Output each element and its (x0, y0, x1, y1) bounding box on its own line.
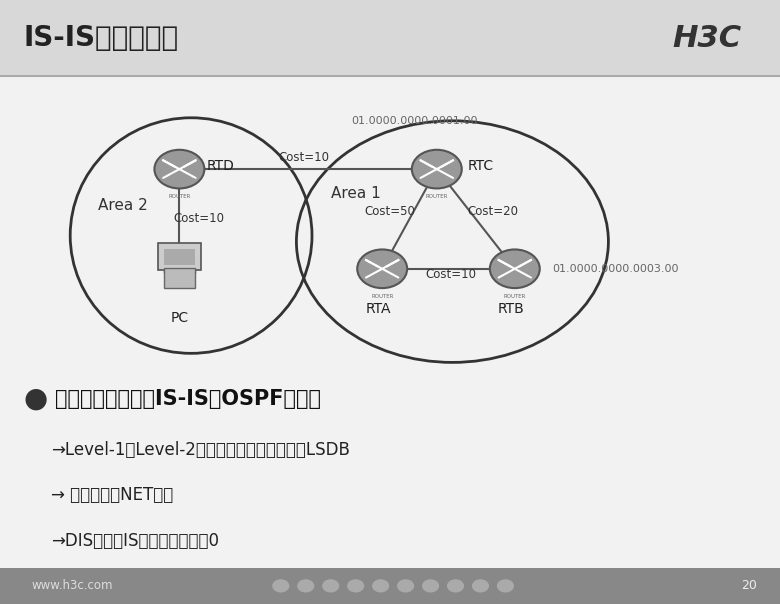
Circle shape (357, 249, 407, 288)
Text: ROUTER: ROUTER (504, 294, 526, 299)
Text: ROUTER: ROUTER (168, 194, 190, 199)
FancyBboxPatch shape (158, 243, 201, 270)
Text: ROUTER: ROUTER (371, 294, 393, 299)
FancyBboxPatch shape (165, 249, 195, 265)
FancyBboxPatch shape (0, 0, 780, 76)
Text: PC: PC (170, 311, 189, 325)
Text: ●: ● (23, 385, 48, 413)
Text: IS-IS的拓扑计算: IS-IS的拓扑计算 (23, 24, 179, 52)
Text: → 目的地址是NET地址: → 目的地址是NET地址 (51, 486, 173, 504)
Circle shape (447, 579, 464, 593)
Circle shape (490, 249, 540, 288)
FancyBboxPatch shape (0, 76, 780, 568)
Text: Cost=10: Cost=10 (425, 268, 477, 281)
Text: RTC: RTC (468, 159, 494, 173)
Text: RTD: RTD (207, 159, 235, 173)
Circle shape (154, 150, 204, 188)
Text: →Level-1和Level-2路由器分别构建了自己的LSDB: →Level-1和Level-2路由器分别构建了自己的LSDB (51, 441, 349, 459)
Text: 计算拓扑信息时，IS-IS与OSPF的区别: 计算拓扑信息时，IS-IS与OSPF的区别 (55, 388, 321, 409)
Text: Cost=50: Cost=50 (364, 205, 416, 218)
Text: Area 2: Area 2 (98, 198, 147, 213)
Circle shape (422, 579, 439, 593)
Text: →DIS到所有IS邻居的开销值丸0: →DIS到所有IS邻居的开销值丸0 (51, 532, 218, 550)
Circle shape (497, 579, 514, 593)
Text: www.h3c.com: www.h3c.com (31, 579, 112, 593)
Circle shape (372, 579, 389, 593)
Text: Area 1: Area 1 (332, 186, 381, 201)
Circle shape (472, 579, 489, 593)
Circle shape (272, 579, 289, 593)
Circle shape (322, 579, 339, 593)
Circle shape (347, 579, 364, 593)
Text: Cost=10: Cost=10 (173, 212, 225, 225)
Text: Cost=20: Cost=20 (467, 205, 519, 218)
Circle shape (397, 579, 414, 593)
Circle shape (297, 579, 314, 593)
FancyBboxPatch shape (165, 268, 195, 288)
Text: Cost=10: Cost=10 (278, 150, 330, 164)
Text: H3C: H3C (672, 24, 741, 53)
Text: 20: 20 (741, 579, 757, 593)
Text: RTA: RTA (366, 302, 391, 316)
Text: ROUTER: ROUTER (426, 194, 448, 199)
Circle shape (412, 150, 462, 188)
Text: RTB: RTB (498, 302, 524, 316)
Text: 01.0000.0000.0003.00: 01.0000.0000.0003.00 (552, 264, 679, 274)
FancyBboxPatch shape (0, 568, 780, 604)
Text: 01.0000.0000.0001.00: 01.0000.0000.0001.00 (351, 116, 477, 126)
